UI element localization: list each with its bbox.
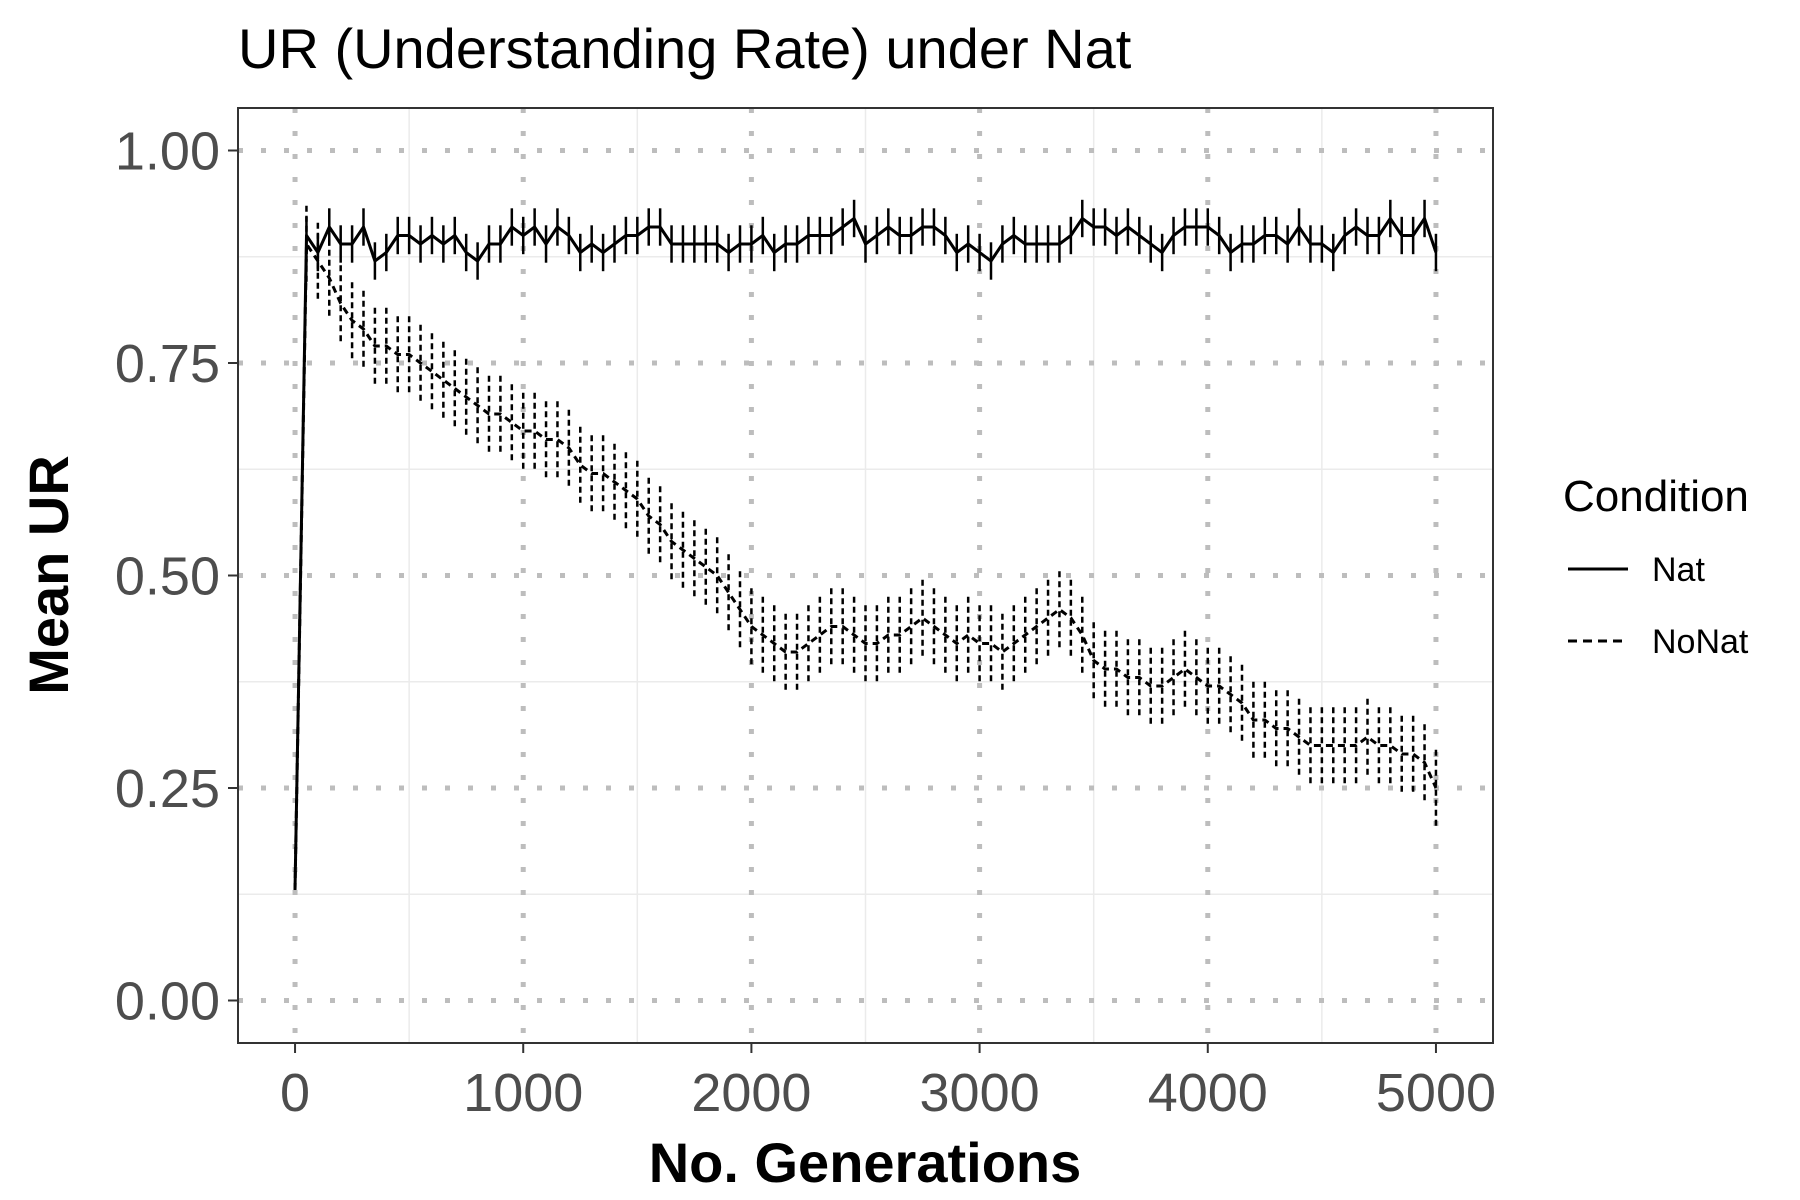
major-gridlines <box>238 108 1493 1043</box>
legend-label-nonat: NoNat <box>1652 623 1749 661</box>
legend-title: Condition <box>1563 472 1749 521</box>
y-axis-title: Mean UR <box>17 455 80 695</box>
plot-panel <box>237 107 1494 1044</box>
series-nonat <box>293 205 1438 891</box>
series-nat <box>293 199 1438 891</box>
x-tick-label: 1000 <box>463 1063 583 1123</box>
series-layer <box>293 199 1438 891</box>
chart-title: UR (Understanding Rate) under Nat <box>238 17 1132 80</box>
legend: Condition Nat NoNat <box>1563 472 1749 661</box>
x-tick-label: 3000 <box>920 1063 1040 1123</box>
x-tick-label: 2000 <box>691 1063 811 1123</box>
y-tick-label: 0.25 <box>115 759 220 819</box>
y-tick-label: 0.50 <box>115 547 220 607</box>
legend-items: Nat NoNat <box>1568 551 1749 661</box>
x-axis: 0 1000 2000 3000 4000 5000 <box>280 1043 1496 1123</box>
x-axis-title: No. Generations <box>649 1131 1082 1194</box>
x-tick-label: 5000 <box>1376 1063 1496 1123</box>
legend-label-nat: Nat <box>1652 551 1705 589</box>
y-tick-label: 0.00 <box>115 972 220 1032</box>
series-line-nonat <box>293 242 1438 891</box>
y-axis: 0.00 0.25 0.50 0.75 1.00 <box>115 122 238 1032</box>
y-tick-label: 0.75 <box>115 334 220 394</box>
minor-gridlines <box>238 108 1493 1043</box>
series-line-nat <box>293 217 1438 891</box>
x-tick-label: 0 <box>280 1063 310 1123</box>
y-tick-label: 1.00 <box>115 122 220 182</box>
x-tick-label: 4000 <box>1148 1063 1268 1123</box>
